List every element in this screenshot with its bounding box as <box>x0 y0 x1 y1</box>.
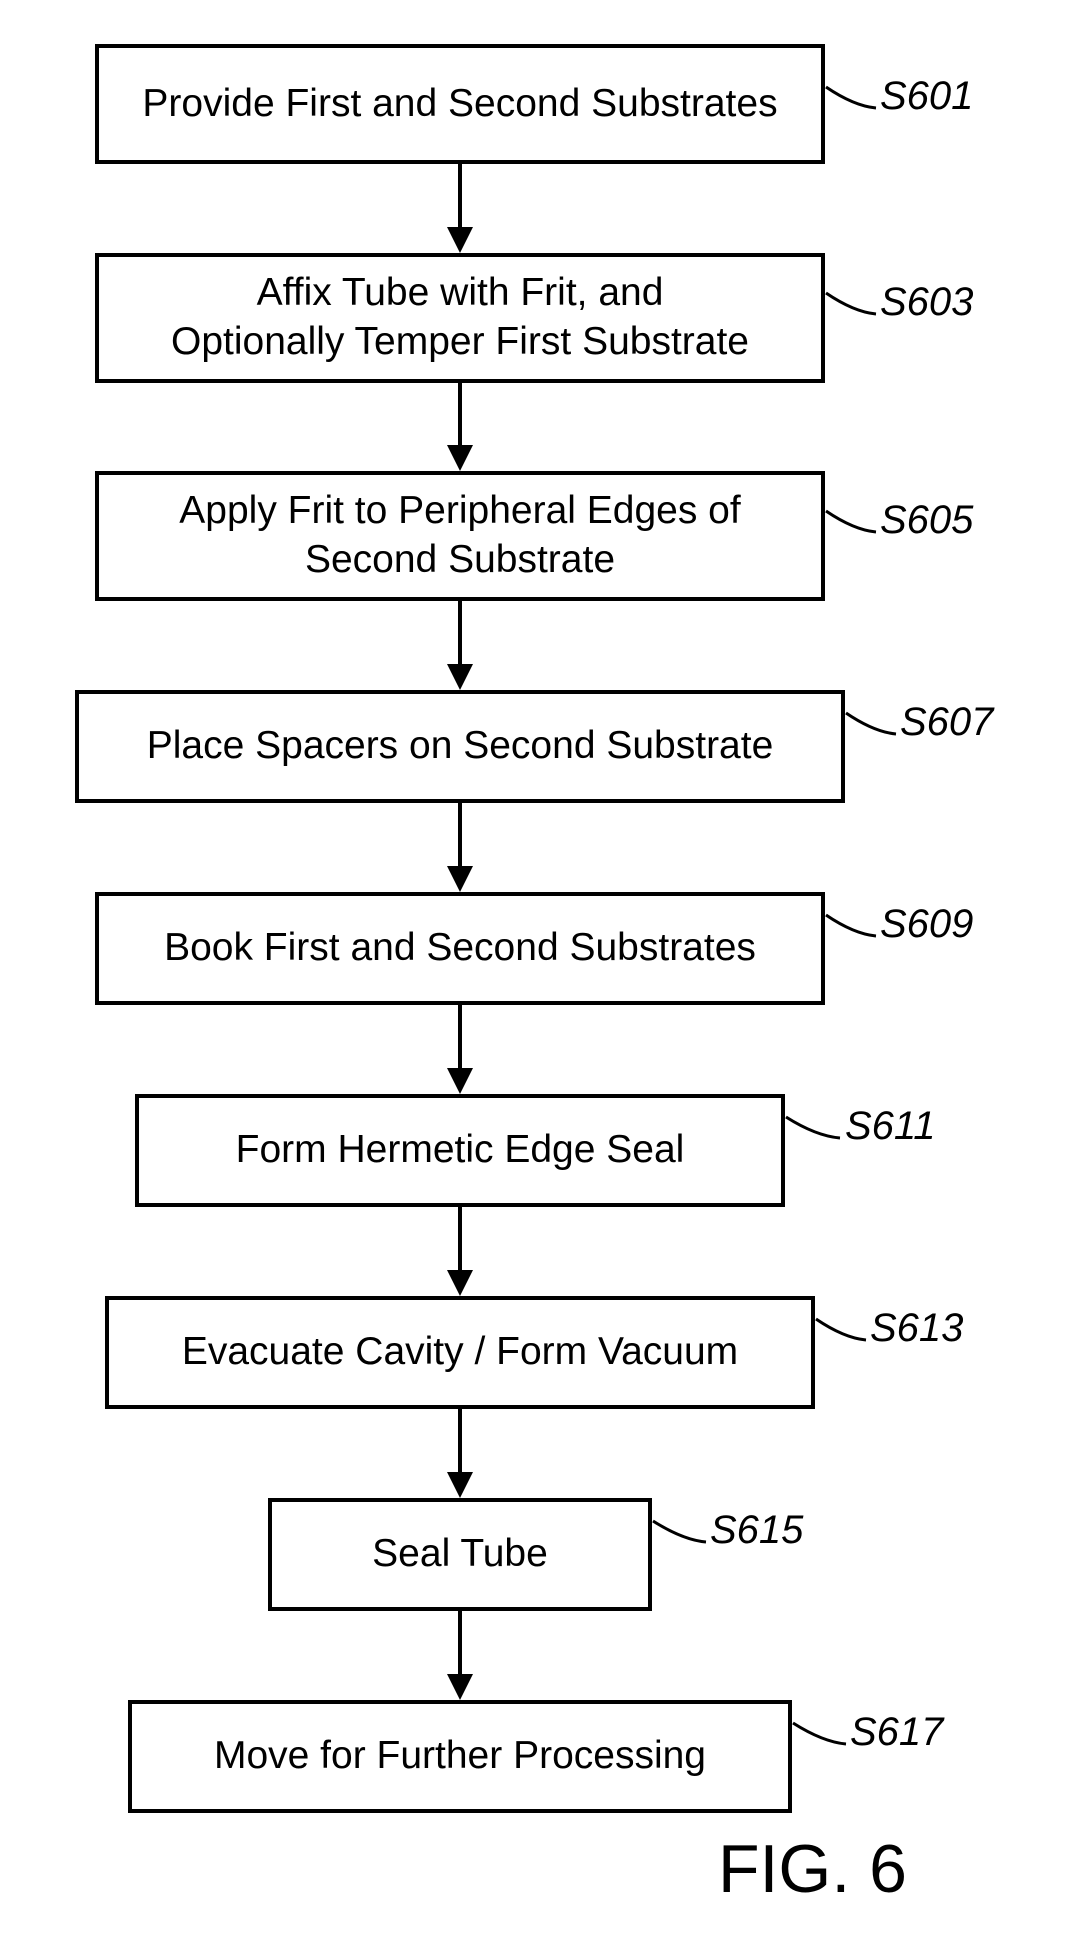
flow-node-s601: Provide First and Second Substrates <box>95 44 825 164</box>
flow-node-text: Evacuate Cavity / Form Vacuum <box>182 1328 738 1377</box>
step-label-s611: S611 <box>845 1104 935 1149</box>
step-label-s617: S617 <box>850 1710 943 1755</box>
step-label-s601: S601 <box>880 74 973 119</box>
flow-node-s611: Form Hermetic Edge Seal <box>135 1094 785 1207</box>
step-label-s613: S613 <box>870 1306 963 1351</box>
flow-node-s609: Book First and Second Substrates <box>95 892 825 1005</box>
figure-title: FIG. 6 <box>718 1830 907 1908</box>
flow-node-text: Move for Further Processing <box>214 1732 706 1781</box>
flow-node-text: Affix Tube with Frit, and Optionally Tem… <box>171 269 749 367</box>
flow-node-s613: Evacuate Cavity / Form Vacuum <box>105 1296 815 1409</box>
flow-node-s603: Affix Tube with Frit, and Optionally Tem… <box>95 253 825 383</box>
flow-node-s617: Move for Further Processing <box>128 1700 792 1813</box>
flowchart-canvas: FIG. 6 Provide First and Second Substrat… <box>0 0 1092 1954</box>
step-label-s605: S605 <box>880 498 973 543</box>
flow-node-text: Form Hermetic Edge Seal <box>236 1126 685 1175</box>
flow-node-s607: Place Spacers on Second Substrate <box>75 690 845 803</box>
step-label-s603: S603 <box>880 280 973 325</box>
step-label-s607: S607 <box>900 700 993 745</box>
flow-node-text: Apply Frit to Peripheral Edges of Second… <box>179 487 740 585</box>
step-label-s609: S609 <box>880 902 973 947</box>
flow-node-text: Place Spacers on Second Substrate <box>147 722 774 771</box>
step-label-s615: S615 <box>710 1508 803 1553</box>
flow-node-text: Provide First and Second Substrates <box>142 80 777 129</box>
flow-node-s615: Seal Tube <box>268 1498 652 1611</box>
flow-node-s605: Apply Frit to Peripheral Edges of Second… <box>95 471 825 601</box>
flow-node-text: Seal Tube <box>372 1530 548 1579</box>
flow-node-text: Book First and Second Substrates <box>164 924 756 973</box>
